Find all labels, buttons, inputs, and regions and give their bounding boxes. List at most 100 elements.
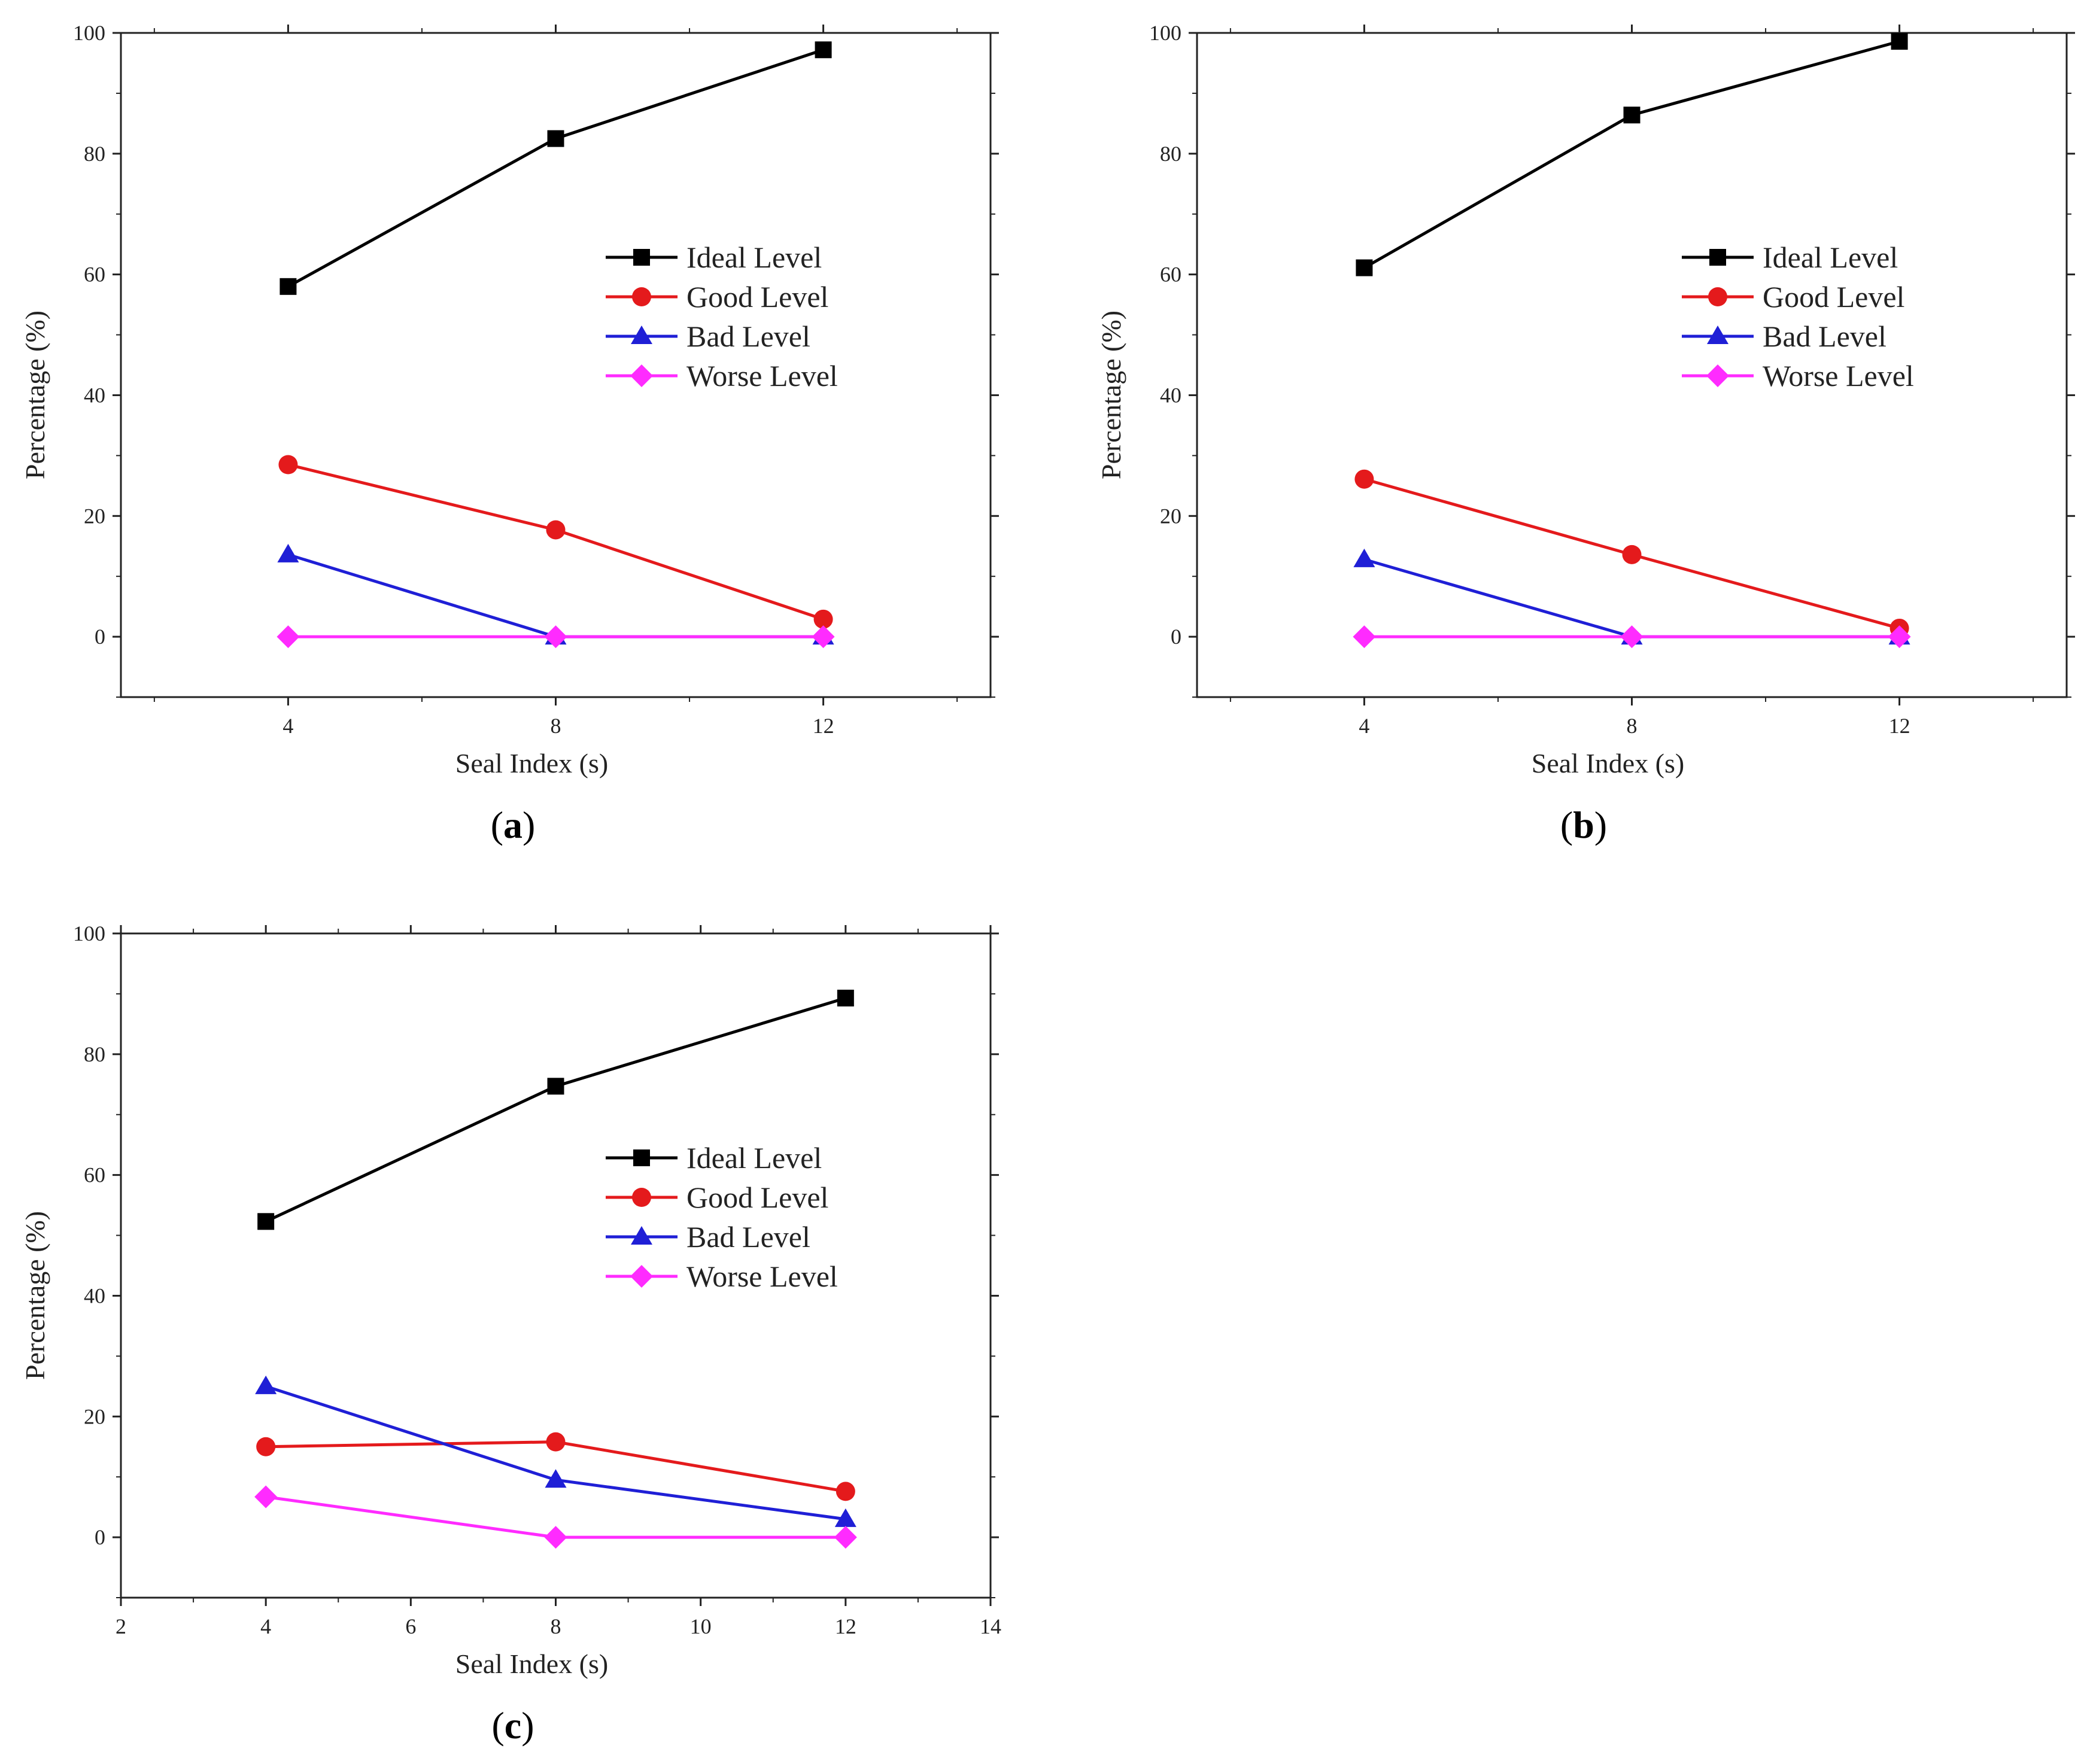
data-point-worse (277, 625, 300, 649)
legend-item-good: Good Level (606, 280, 828, 314)
y-tick-label: 0 (95, 625, 105, 649)
data-point-bad (1353, 548, 1375, 567)
x-tick-label: 4 (1359, 714, 1369, 738)
legend-item-ideal: Ideal Level (606, 241, 822, 274)
legend-item-worse: Worse Level (1682, 359, 1914, 393)
y-tick-label: 80 (84, 142, 105, 166)
data-point-good (1622, 545, 1642, 564)
legend-label: Worse Level (686, 359, 838, 393)
legend-item-bad: Bad Level (606, 320, 810, 353)
chart-panel-b: 0 20 40 60 80 100 4 8 12 Seal Index (s) Percentage… (1096, 21, 2075, 846)
legend-marker (1707, 326, 1728, 344)
legend-item-bad: Bad Level (606, 1220, 810, 1254)
legend-label: Worse Level (1763, 359, 1914, 393)
data-point-good (1354, 469, 1374, 489)
chart-panel-c: 0 20 40 60 80 100 2 4 6 8 10 12 14 Seal Index (s) Perc… (20, 921, 1001, 1747)
series-ideal (1356, 33, 1908, 276)
y-tick-label: 80 (84, 1042, 105, 1066)
legend-marker (630, 364, 653, 387)
legend-marker (631, 326, 652, 344)
data-point-ideal (547, 130, 564, 147)
legend-label: Good Level (1763, 280, 1904, 314)
data-point-worse (1353, 625, 1376, 649)
x-tick-label: 8 (551, 1614, 561, 1638)
x-tick-label: 12 (835, 1614, 856, 1638)
panel-label: (a) (491, 804, 536, 846)
series-good (256, 1432, 855, 1501)
y-tick-label: 100 (1149, 21, 1181, 45)
y-tick-label: 20 (84, 504, 105, 528)
x-tick-label: 2 (116, 1614, 126, 1638)
data-point-good (256, 1437, 276, 1456)
data-point-ideal (547, 1078, 564, 1095)
x-tick-label: 4 (260, 1614, 271, 1638)
data-point-ideal (815, 41, 832, 59)
data-point-bad (834, 1508, 856, 1527)
legend-marker (633, 1149, 650, 1166)
series-line-bad (287, 553, 824, 638)
legend-label: Bad Level (686, 320, 810, 353)
y-axis-title: Percentage (%) (1096, 311, 1126, 479)
legend-marker (632, 1188, 651, 1207)
y-tick-label: 0 (95, 1525, 105, 1549)
panel-label: (b) (1560, 804, 1607, 846)
legend-label: Bad Level (1763, 320, 1886, 353)
series-line-bad (265, 1385, 846, 1521)
x-tick-label: 12 (813, 714, 834, 738)
data-point-good (813, 609, 833, 629)
series-worse (1353, 625, 1911, 649)
x-tick-label: 4 (282, 714, 293, 738)
y-tick-label: 20 (1160, 504, 1181, 528)
y-tick-label: 100 (73, 21, 105, 45)
legend-item-good: Good Level (606, 1181, 828, 1214)
data-point-good (546, 1432, 566, 1452)
y-tick-label: 60 (84, 263, 105, 287)
series-good (278, 455, 833, 629)
x-tick-label: 8 (1627, 714, 1638, 738)
series-good (1354, 469, 1909, 638)
legend-marker (633, 249, 650, 266)
data-point-worse (834, 1526, 857, 1549)
data-point-ideal (1891, 33, 1908, 50)
data-point-worse (254, 1485, 278, 1508)
data-point-ideal (837, 989, 854, 1006)
x-tick-label: 12 (1889, 714, 1910, 738)
series-line-ideal (1363, 39, 1900, 269)
y-tick-label: 60 (84, 1163, 105, 1187)
legend-marker (631, 1226, 652, 1245)
data-point-worse (544, 1526, 567, 1549)
x-axis-title: Seal Index (s) (455, 748, 608, 778)
plot-frame (120, 932, 992, 1599)
series-worse (277, 625, 835, 649)
data-point-good (278, 455, 298, 475)
legend: Ideal Level Good Level Bad Level Worse Leve… (1682, 241, 1914, 393)
x-tick-label: 10 (690, 1614, 712, 1638)
series-line-bad (1363, 558, 1900, 638)
series-line-good (287, 463, 824, 621)
data-point-good (546, 520, 566, 540)
x-axis-title: Seal Index (s) (1532, 748, 1684, 778)
legend: Ideal Level Good Level Bad Level Worse Leve… (606, 1141, 838, 1293)
data-point-bad (545, 1469, 567, 1488)
series-bad (255, 1375, 856, 1527)
legend-item-bad: Bad Level (1682, 320, 1886, 353)
data-point-ideal (1623, 107, 1641, 124)
data-point-good (836, 1482, 855, 1501)
y-tick-label: 20 (84, 1404, 105, 1428)
legend-label: Worse Level (686, 1260, 838, 1293)
data-point-ideal (1356, 259, 1373, 276)
data-point-worse (544, 625, 567, 649)
x-tick-label: 14 (980, 1614, 1001, 1638)
chart-panel-a: 0 20 40 60 80 100 4 8 12 Seal Index (s) Percentage… (20, 21, 999, 846)
data-point-bad (277, 543, 299, 562)
legend-label: Ideal Level (686, 241, 822, 274)
y-tick-label: 60 (1160, 263, 1181, 287)
legend-label: Good Level (686, 1181, 828, 1214)
legend-item-ideal: Ideal Level (606, 1141, 822, 1175)
legend-marker (1708, 287, 1727, 306)
legend-item-good: Good Level (1682, 280, 1904, 314)
x-axis-title: Seal Index (s) (455, 1649, 608, 1679)
legend-item-worse: Worse Level (606, 1260, 838, 1293)
legend-marker (1706, 364, 1729, 387)
